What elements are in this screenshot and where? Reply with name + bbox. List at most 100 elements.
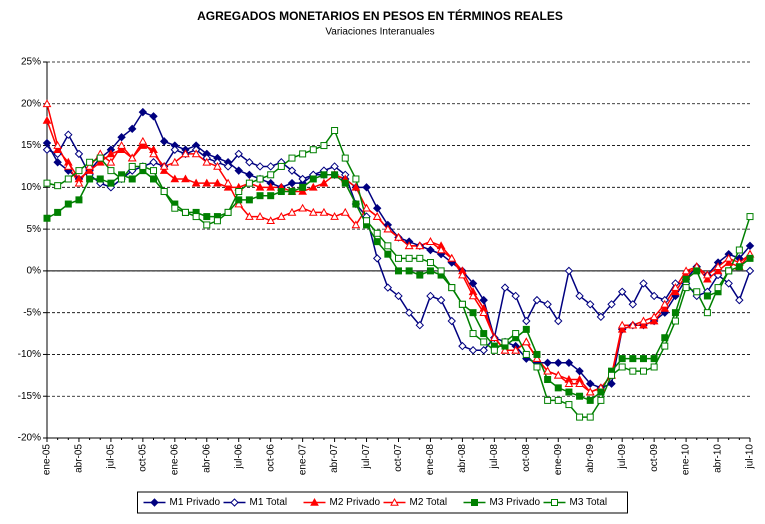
marker	[725, 267, 733, 275]
marker	[703, 274, 712, 283]
marker	[223, 178, 233, 187]
marker	[128, 175, 136, 183]
marker	[564, 266, 574, 276]
marker	[106, 157, 116, 166]
marker	[543, 300, 552, 309]
marker	[501, 338, 509, 346]
marker	[75, 167, 83, 175]
marker	[394, 291, 403, 301]
x-tick-label: abr-09	[585, 444, 596, 473]
marker	[150, 167, 158, 175]
marker	[404, 241, 414, 250]
marker	[128, 124, 137, 134]
marker	[628, 320, 638, 329]
marker	[117, 145, 126, 154]
marker	[160, 188, 168, 196]
marker	[576, 413, 584, 421]
x-tick-label: oct-06	[265, 444, 276, 472]
marker	[500, 283, 510, 292]
marker	[724, 258, 734, 266]
marker	[458, 300, 466, 308]
marker	[607, 379, 616, 388]
marker	[170, 157, 180, 166]
marker	[267, 171, 275, 179]
marker	[340, 207, 350, 216]
marker	[512, 330, 520, 338]
marker	[703, 270, 712, 279]
marker	[575, 291, 584, 301]
marker	[649, 312, 659, 321]
plot-area	[47, 62, 750, 438]
marker	[159, 166, 169, 174]
marker	[447, 316, 456, 326]
marker	[554, 358, 563, 368]
marker	[405, 267, 413, 275]
marker	[713, 262, 723, 271]
marker	[266, 182, 276, 191]
marker	[596, 312, 606, 322]
marker	[395, 254, 402, 262]
legend-label: M2 Total	[410, 497, 448, 508]
marker	[150, 498, 159, 507]
marker	[106, 149, 116, 158]
marker	[245, 212, 254, 220]
marker	[331, 127, 339, 135]
x-tick-label: jul-10	[745, 444, 756, 470]
marker	[628, 300, 638, 309]
x-tick-label: jul-07	[361, 444, 372, 470]
marker	[181, 149, 190, 158]
marker	[309, 146, 317, 154]
y-tick-label: -5%	[23, 307, 41, 318]
legend-label: M1 Total	[250, 497, 288, 508]
chart-title: AGREGADOS MONETARIOS EN PESOS EN TÉRMINO…	[197, 8, 563, 23]
x-tick-label: ene-10	[681, 444, 692, 476]
marker	[383, 283, 393, 292]
marker	[288, 188, 296, 196]
x-tick-label: oct-09	[649, 444, 660, 472]
marker	[490, 333, 499, 342]
marker	[649, 316, 659, 325]
marker	[138, 141, 148, 149]
legend-label: M3 Privado	[490, 497, 541, 508]
marker	[618, 363, 626, 371]
y-tick-label: -10%	[18, 349, 41, 360]
marker	[490, 346, 498, 354]
marker	[203, 221, 211, 229]
marker	[42, 145, 52, 154]
marker	[308, 207, 318, 216]
marker	[64, 130, 73, 139]
marker	[436, 295, 446, 305]
marker	[159, 161, 169, 170]
legend-label: M1 Privado	[170, 497, 221, 508]
marker	[245, 158, 254, 167]
marker	[480, 338, 488, 346]
marker	[415, 320, 425, 330]
marker	[149, 149, 158, 158]
x-tick-label: jul-08	[489, 444, 500, 470]
marker	[532, 295, 542, 305]
marker	[362, 203, 371, 212]
marker	[64, 200, 72, 208]
marker	[42, 99, 52, 108]
marker	[607, 300, 616, 309]
marker	[426, 291, 435, 301]
x-tick-label: abr-10	[713, 444, 724, 473]
marker	[693, 288, 701, 296]
marker	[128, 162, 136, 170]
x-tick-label: abr-08	[457, 444, 468, 473]
marker	[671, 283, 680, 291]
marker	[436, 245, 446, 254]
marker	[682, 275, 690, 283]
marker	[245, 196, 253, 204]
marker	[287, 166, 297, 175]
marker	[544, 396, 552, 404]
marker	[191, 178, 201, 187]
marker	[54, 208, 62, 216]
marker	[479, 295, 488, 305]
marker	[746, 213, 754, 221]
x-tick-label: ene-09	[553, 444, 564, 476]
marker	[170, 145, 180, 154]
marker	[629, 367, 637, 375]
marker	[42, 115, 52, 124]
marker	[390, 497, 399, 506]
